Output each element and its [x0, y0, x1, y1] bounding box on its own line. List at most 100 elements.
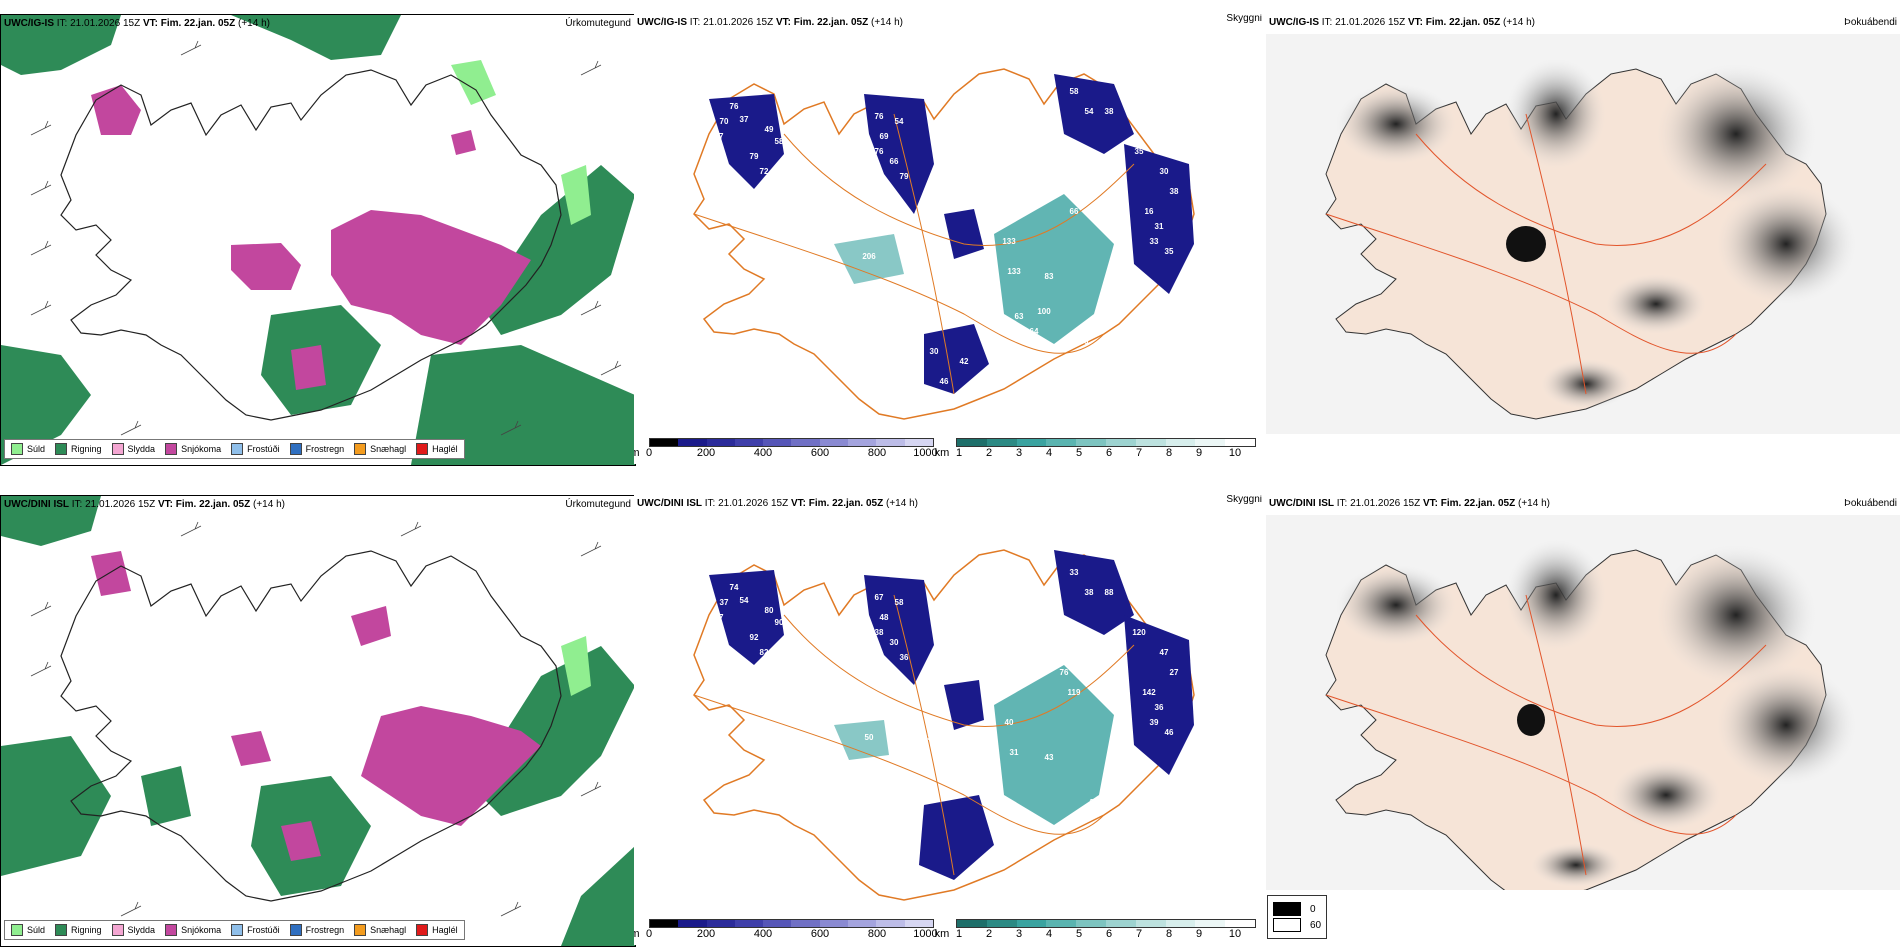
- legend-item-sleet: Slydda: [111, 924, 155, 936]
- legend-item-frost-drizzle: Frostúði: [231, 443, 280, 455]
- precip-map-row2: [1, 496, 635, 946]
- visibility-value-label: 82: [1060, 187, 1069, 196]
- visibility-value-label: 76: [1060, 668, 1069, 677]
- legend-item-snow: Snjókoma: [165, 924, 221, 936]
- precip-legend: Súld Rigning Slydda Snjókoma Frostúði Fr…: [4, 439, 465, 459]
- legend-item-snow-grains: Snæhagl: [354, 443, 406, 455]
- scale-tick: 5: [1075, 928, 1083, 940]
- scale-tick: 3: [1015, 928, 1023, 940]
- scale-unit-m: m: [634, 928, 640, 940]
- visibility-value-label: 39: [1150, 718, 1159, 727]
- precip-title-row2: UWC/DINI ISL IT: 21.01.2026 15Z VT: Fim.…: [4, 499, 285, 510]
- fog-panel-row2: UWC/DINI ISL IT: 21.01.2026 15Z VT: Fim.…: [1266, 495, 1900, 890]
- fog-index-fields: [1336, 540, 1856, 887]
- visibility-value-label: 36: [1120, 307, 1129, 316]
- scale-tick: 800: [867, 928, 887, 940]
- visibility-value-label: 34: [1090, 317, 1099, 326]
- legend-item-snow: Snjókoma: [165, 443, 221, 455]
- legend-item-sleet: Slydda: [111, 443, 155, 455]
- visibility-value-label: 58: [1070, 87, 1079, 96]
- visibility-value-label: 50: [960, 392, 969, 401]
- visibility-value-label: 16: [1145, 207, 1154, 216]
- visibility-value-label: 74: [730, 583, 739, 592]
- visibility-value-label: 33: [1070, 568, 1079, 577]
- legend-item-snow-grains: Snæhagl: [354, 924, 406, 936]
- precip-title-row1: UWC/IG-IS IT: 21.01.2026 15Z VT: Fim. 22…: [4, 18, 270, 29]
- scale-tick: 2: [985, 447, 993, 459]
- legend-item-drizzle: Súld: [11, 924, 45, 936]
- precip-panel-row1: UWC/IG-IS IT: 21.01.2026 15Z VT: Fim. 22…: [0, 14, 636, 466]
- visibility-value-label: 27: [1170, 668, 1179, 677]
- visibility-value-label: 79: [900, 172, 909, 181]
- visibility-panel-row2: 74 37 54 47 80 90 92 82 73 67 58 48 38 30 36 33 38 88 120 4…: [634, 495, 1266, 945]
- fog-map-row1: [1266, 34, 1900, 434]
- visibility-title-row1: UWC/IG-IS IT: 21.01.2026 15Z VT: Fim. 22…: [637, 17, 903, 28]
- visibility-value-label: 50: [1080, 337, 1089, 346]
- visibility-value-label: 36: [1155, 703, 1164, 712]
- fog-legend-value: 0: [1310, 903, 1316, 915]
- visibility-value-label: 72: [1080, 638, 1089, 647]
- scale-tick: 8: [1165, 447, 1173, 459]
- scale-tick: 1000: [913, 447, 938, 459]
- scale-tick: 0: [645, 928, 653, 940]
- scale-bar-m: [649, 919, 934, 928]
- rain-areas: [1, 15, 635, 465]
- fog-index-fields: [1336, 59, 1856, 409]
- visibility-scale-km: km 1 2 3 4 5 6 7 8 9 10: [935, 438, 1256, 460]
- scale-tick: 1: [955, 447, 963, 459]
- visibility-value-label: 43: [1045, 753, 1054, 762]
- road-network: [1325, 113, 1767, 395]
- fog-legend-swatch-dark: [1273, 902, 1301, 916]
- visibility-value-label: 90: [775, 618, 784, 627]
- scale-tick: 0: [645, 447, 653, 459]
- legend-item-rain: Rigning: [55, 924, 102, 936]
- fog-panel-label: Þokuábendi: [1844, 17, 1897, 28]
- legend-item-frost-rain: Frostregn: [289, 924, 344, 936]
- scale-tick: 400: [753, 928, 773, 940]
- visibility-value-label: 206: [862, 252, 876, 261]
- scale-tick: 400: [753, 447, 773, 459]
- scale-tick: 5: [1075, 447, 1083, 459]
- visibility-value-label: 248: [1097, 197, 1111, 206]
- visibility-value-label: 47: [1160, 648, 1169, 657]
- legend-item-frost-drizzle: Frostúði: [231, 924, 280, 936]
- visibility-value-label: 38: [1170, 187, 1179, 196]
- scale-tick: 3: [1015, 447, 1023, 459]
- visibility-value-label: 82: [760, 648, 769, 657]
- precip-panel-row2: UWC/DINI ISL IT: 21.01.2026 15Z VT: Fim.…: [0, 495, 636, 947]
- scale-tick: 10: [1228, 928, 1242, 940]
- scale-tick: 800: [867, 447, 887, 459]
- visibility-value-label: 31: [1090, 798, 1099, 807]
- visibility-value-label: 80: [765, 606, 774, 615]
- visibility-value-label: 133: [1002, 237, 1016, 246]
- scale-tick: 9: [1195, 447, 1203, 459]
- visibility-value-label: 46: [1165, 728, 1174, 737]
- visibility-value-label: 31: [970, 407, 979, 416]
- visibility-panel-label: Skyggni: [1226, 14, 1262, 24]
- visibility-value-label: 120: [1132, 628, 1146, 637]
- visibility-fields: [709, 74, 1194, 394]
- scale-tick: 600: [810, 928, 830, 940]
- visibility-value-label: 69: [880, 132, 889, 141]
- visibility-value-label: 69: [770, 185, 779, 194]
- visibility-value-label: 64: [1030, 327, 1039, 336]
- fog-panel-row1: UWC/IG-IS IT: 21.01.2026 15Z VT: Fim. 22…: [1266, 14, 1900, 464]
- scale-tick: 10: [1228, 447, 1242, 459]
- scale-tick: 1000: [913, 928, 938, 940]
- visibility-panel-label: Skyggni: [1226, 495, 1262, 505]
- fog-title-row2: UWC/DINI ISL IT: 21.01.2026 15Z VT: Fim.…: [1269, 498, 1550, 509]
- visibility-value-label: 54: [740, 596, 749, 605]
- legend-item-hail: Haglél: [416, 443, 458, 455]
- fog-legend-row2: 0 60: [1267, 895, 1328, 939]
- visibility-value-label: 31: [1150, 297, 1159, 306]
- visibility-value-label: 119: [1068, 688, 1081, 697]
- visibility-value-label: 38: [1105, 107, 1114, 116]
- visibility-value-label: 83: [1045, 272, 1054, 281]
- legend-item-drizzle: Súld: [11, 443, 45, 455]
- visibility-value-label: 63: [1015, 312, 1024, 321]
- visibility-value-label: 39: [835, 748, 844, 757]
- visibility-value-label: 63: [1110, 693, 1119, 702]
- legend-item-hail: Haglél: [416, 924, 458, 936]
